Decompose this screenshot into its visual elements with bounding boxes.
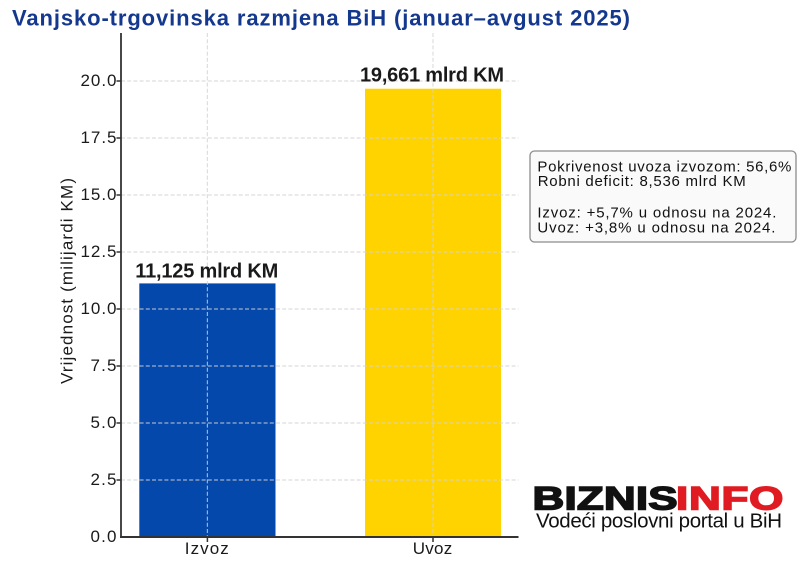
svg-text:5.0: 5.0: [91, 413, 117, 432]
svg-text:Pokrivenost uvoza izvozom: 56,: Pokrivenost uvoza izvozom: 56,6%: [537, 159, 791, 176]
svg-text:Vodeći poslovni portal u BiH: Vodeći poslovni portal u BiH: [536, 510, 782, 533]
svg-text:Izvoz: +5,7% u odnosu na 2024.: Izvoz: +5,7% u odnosu na 2024.: [537, 204, 776, 221]
svg-text:Robni deficit: 8,536 mlrd KM: Robni deficit: 8,536 mlrd KM: [538, 173, 746, 190]
svg-text:11,125 mlrd KM: 11,125 mlrd KM: [135, 261, 278, 283]
svg-text:Uvoz: Uvoz: [413, 539, 453, 558]
svg-text:15.0: 15.0: [81, 185, 117, 204]
svg-text:BIZNIS: BIZNIS: [533, 481, 678, 517]
svg-text:Izvoz: Izvoz: [185, 539, 229, 558]
svg-text:Vanjsko-trgovinska razmjena Bi: Vanjsko-trgovinska razmjena BiH (januar–…: [12, 5, 630, 30]
svg-text:2.5: 2.5: [91, 470, 117, 489]
svg-text:Vrijednost (milijardi KM): Vrijednost (milijardi KM): [58, 178, 77, 384]
svg-text:17.5: 17.5: [81, 128, 117, 147]
svg-text:20.0: 20.0: [81, 71, 117, 90]
svg-text:INFO: INFO: [676, 481, 783, 517]
svg-text:19,661 mlrd KM: 19,661 mlrd KM: [360, 65, 504, 87]
svg-text:Uvoz: +3,8% u odnosu na 2024.: Uvoz: +3,8% u odnosu na 2024.: [537, 220, 775, 237]
svg-text:12.5: 12.5: [81, 242, 117, 261]
svg-text:10.0: 10.0: [81, 299, 117, 318]
svg-text:7.5: 7.5: [91, 356, 117, 375]
svg-text:0.0: 0.0: [91, 527, 117, 546]
